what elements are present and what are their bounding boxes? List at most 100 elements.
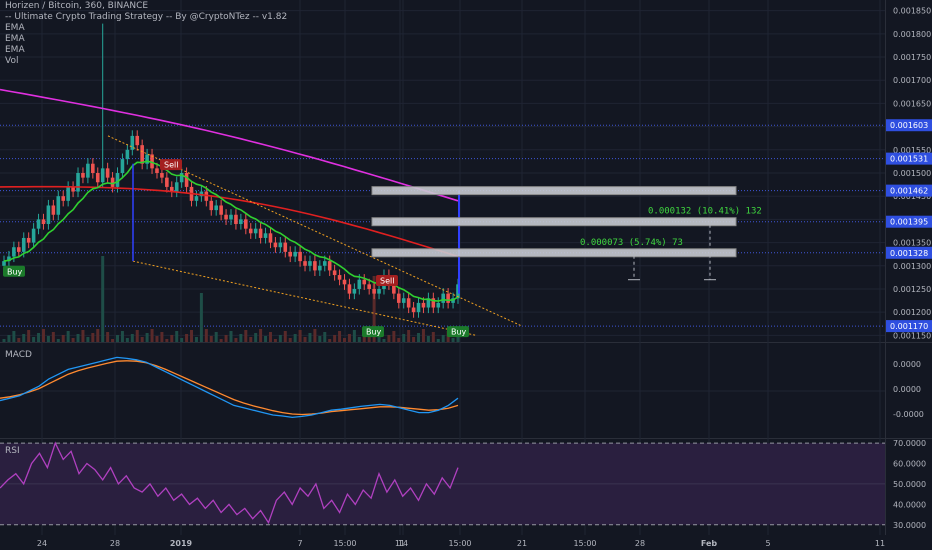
indicator-ema-1-label[interactable]: EMA	[5, 23, 25, 33]
volume-bar	[387, 335, 391, 342]
candle-body	[36, 219, 41, 229]
volume-bar	[135, 330, 139, 342]
price-pane[interactable]: 0.000073 (5.74%) 73 0.000132 (10.41%) 132…	[0, 23, 885, 342]
volume-bar	[288, 338, 292, 342]
volume-bar	[436, 339, 440, 342]
volume-bar	[209, 336, 213, 342]
volume-bar	[140, 337, 144, 342]
time-tick-label: 5	[765, 539, 770, 548]
volume-bar	[456, 334, 460, 342]
candle-body	[372, 288, 376, 294]
indicator-strategy-label[interactable]: -- Ultimate Crypto Trading Strategy -- B…	[5, 12, 288, 22]
volume-bar	[244, 330, 248, 342]
candle-body	[81, 173, 85, 178]
volume-bar	[392, 331, 396, 342]
volume-bar	[426, 336, 430, 342]
candle-body	[234, 214, 238, 225]
sell-signal-label: Sell	[380, 277, 394, 286]
volume-bar	[357, 337, 361, 342]
volume-bar	[338, 331, 342, 342]
volume-bar	[145, 333, 149, 342]
time-tick-label: 28	[635, 539, 645, 548]
volume-bar	[190, 330, 194, 342]
price-tick-label: 0.001650	[893, 99, 931, 108]
price-level-label: 0.001328	[890, 249, 928, 258]
price-level-label: 0.001395	[890, 218, 928, 227]
candle-body	[253, 228, 258, 234]
volume-bar	[397, 338, 401, 342]
price-level-label: 0.001603	[890, 121, 928, 130]
candle-body	[160, 173, 164, 178]
candle-body	[199, 191, 204, 197]
candle-body	[61, 196, 66, 201]
volume-bar	[46, 336, 50, 342]
rsi-tick-label: 40.0000	[893, 500, 926, 509]
candle-body	[150, 154, 154, 169]
volume-bar	[194, 337, 198, 342]
candle-body	[392, 284, 396, 294]
volume-bar	[76, 334, 80, 342]
symbol-title[interactable]: Horizen / Bitcoin, 360, BINANCE	[5, 1, 149, 11]
rsi-pane[interactable]	[0, 441, 885, 526]
candle-body	[105, 168, 110, 178]
indicator-ema-3-label[interactable]: EMA	[5, 45, 25, 55]
volume-bar	[347, 334, 351, 342]
macd-pane[interactable]	[0, 356, 459, 419]
price-tick-label: 0.001500	[893, 169, 931, 178]
price-axis[interactable]: 0.001850 0.001800 0.001750 0.001700 0.001650…	[886, 7, 932, 530]
time-tick-label: Feb	[701, 539, 718, 548]
candle-body	[436, 302, 441, 308]
macd-pane-title[interactable]: MACD	[5, 350, 32, 360]
candle-body	[169, 186, 174, 192]
price-level-badge	[886, 246, 932, 259]
volume-bar	[239, 334, 243, 342]
candle-body	[273, 242, 278, 248]
volume-bar	[431, 332, 435, 342]
target-label: 0.000073 (5.74%) 73	[580, 238, 683, 248]
time-tick-label: 11	[875, 539, 885, 548]
candle-body	[214, 205, 218, 211]
price-tick-label: 0.001750	[893, 53, 931, 62]
indicator-ema-2-label[interactable]: EMA	[5, 34, 25, 44]
trendline-lower	[132, 260, 477, 336]
candle-body	[411, 307, 416, 313]
volume-bar	[175, 331, 179, 342]
rsi-tick-label: 30.0000	[893, 521, 926, 530]
indicator-volume-label[interactable]: Vol	[5, 56, 19, 66]
price-level-badge	[886, 119, 932, 132]
resistance-box	[371, 186, 737, 196]
candle-body	[2, 261, 6, 266]
candle-body	[416, 302, 421, 313]
price-level-badge	[886, 215, 932, 228]
buy-signal-label: Buy	[451, 328, 467, 337]
volume-bar	[150, 329, 154, 342]
volume-bar	[66, 331, 70, 342]
candle-body	[125, 149, 130, 160]
volume-bar	[278, 335, 282, 342]
time-tick-label: 14	[398, 539, 408, 548]
resistance-box	[371, 248, 737, 258]
volume-bar	[111, 339, 115, 342]
candle-body	[347, 284, 352, 294]
volume-bar	[32, 337, 36, 342]
macd-tick-label: -0.0000	[893, 410, 924, 419]
volume-bar	[234, 338, 238, 342]
price-level-badge	[886, 320, 932, 333]
rsi-pane-title[interactable]: RSI	[5, 446, 20, 456]
candle-body	[268, 233, 273, 243]
volume-bar	[224, 335, 228, 342]
candle-body	[308, 261, 312, 266]
macd-signal-line	[0, 360, 459, 416]
candle-body	[446, 293, 450, 303]
candle-body	[41, 219, 46, 225]
candle-body	[71, 186, 75, 192]
volume-bar	[249, 337, 253, 342]
volume-bar	[116, 335, 119, 342]
volume-bar	[298, 330, 302, 342]
candle-body	[367, 284, 371, 289]
volume-bar	[382, 339, 386, 342]
rsi-tick-label: 60.0000	[893, 460, 926, 469]
candle-body	[91, 163, 95, 173]
